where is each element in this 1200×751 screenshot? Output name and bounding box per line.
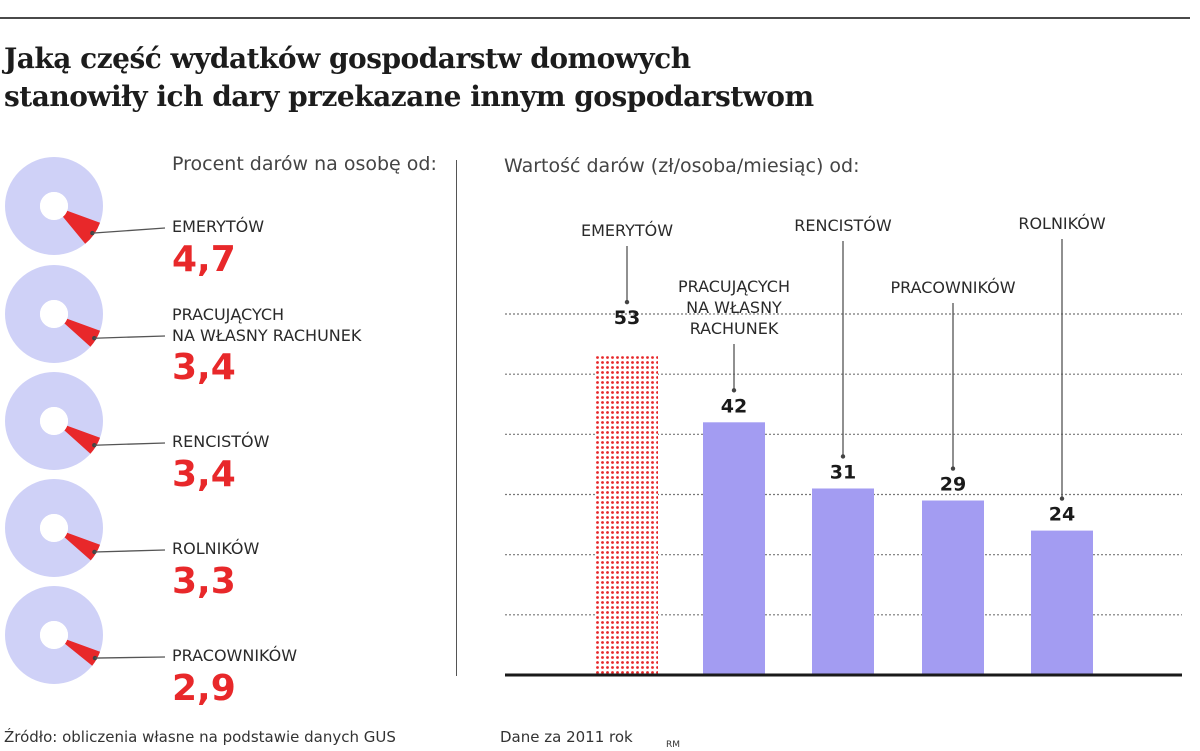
bar-value-label: 53 [614,307,640,329]
column-divider [456,160,457,676]
donut-ring [5,265,103,363]
donut-value-label: 3,3 [172,561,236,602]
bar-value-label: 29 [940,474,966,496]
donut-category-label: RENCISTÓW [172,432,270,451]
bar [1031,530,1093,675]
bar-value-label: 24 [1049,504,1075,526]
bar-leader-dot [840,454,846,459]
bar-leader-dot [1059,496,1065,501]
bar-category-label: PRACOWNIKÓW [890,278,1015,297]
leader-line [92,227,166,234]
bar-chart: 53 EMERYTÓW 42 PRACUJĄCYCH NA WŁASNY RACHUNEK… [505,214,1182,677]
bar-category-label: NA WŁASNY [686,298,782,317]
donut-value-label: 3,4 [172,454,236,495]
leader-line [94,335,166,339]
donut-slice [62,210,101,244]
donut-ring [5,479,103,577]
bar-category-label: EMERYTÓW [581,221,673,240]
donut-ring [5,372,103,470]
donut-slice [64,318,101,347]
bar [812,488,874,675]
bar-value-label: 31 [830,461,856,483]
donut-hole [40,621,68,649]
top-rule [0,17,1190,19]
donut-category-label: ROLNIKÓW [172,539,260,558]
donut-category-label: PRACOWNIKÓW [172,646,298,665]
donut-slice [64,639,101,666]
donut-value-label: 3,4 [172,347,236,388]
donut-value-label: 4,7 [172,239,236,280]
donut-slice [64,532,101,561]
bar-category-label: PRACUJĄCYCH [678,277,790,296]
right-heading: Wartość darów (zł/osoba/miesiąc) od: [504,155,860,177]
donut-hole [40,407,68,435]
bar [922,500,984,675]
page-title: Jaką część wydatków gospodarstw domowych… [4,40,814,116]
donut-ring [5,586,103,684]
title-line-1: Jaką część wydatków gospodarstw domowych [4,42,691,75]
bar [703,422,765,675]
bar-category-label: RACHUNEK [690,319,779,338]
leader-line [94,442,166,446]
donut-category-label: EMERYTÓW [172,217,265,236]
footer-year: Dane za 2011 rok [500,728,633,746]
donut-hole [40,192,68,220]
donut-hole [40,300,68,328]
donut-value-label: 2,9 [172,668,236,709]
bar-category-label: RENCISTÓW [794,216,892,235]
title-line-2: stanowiły ich dary przekazane innym gosp… [4,80,814,113]
leader-line [94,549,166,553]
bar-leader-dot [624,299,630,305]
donut-slice [64,425,101,454]
left-heading: Procent darów na osobę od: [172,153,437,175]
donut-chart-panel [5,157,166,684]
leader-line [94,656,166,659]
bar [596,356,658,675]
bar-leader-dot [731,388,737,393]
bar-value-label: 42 [721,395,747,417]
donut-category-label: PRACUJĄCYCH NA WŁASNY RACHUNEK [172,305,362,345]
donut-ring [5,157,103,255]
footer-source: Źródło: obliczenia własne na podstawie d… [4,728,396,746]
bar-leader-dot [950,466,956,471]
footer-author: RM [666,740,681,750]
bar-category-label: ROLNIKÓW [1018,214,1106,233]
donut-hole [40,514,68,542]
